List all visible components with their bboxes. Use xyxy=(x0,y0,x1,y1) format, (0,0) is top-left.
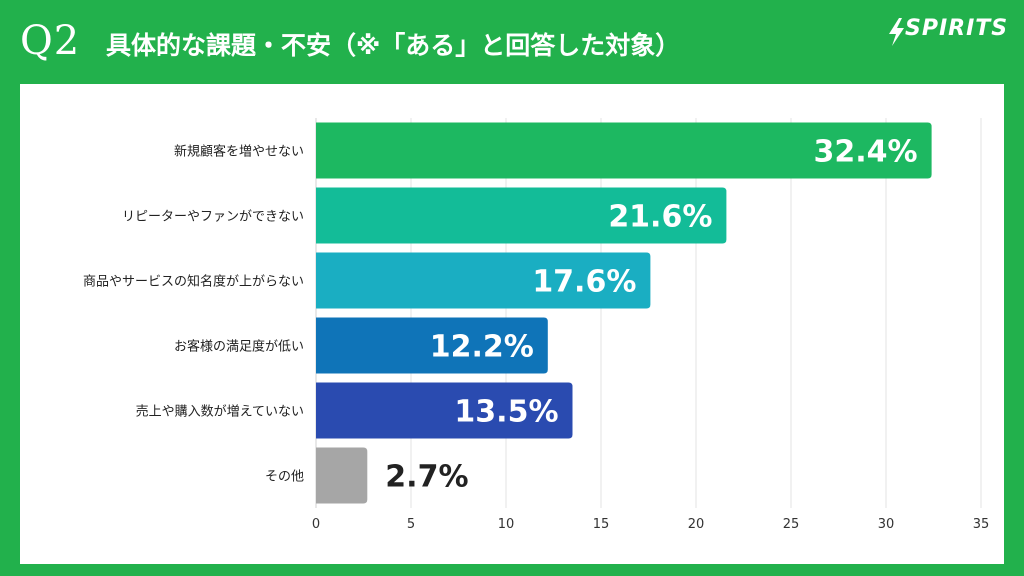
bar xyxy=(316,447,368,504)
x-tick-label: 30 xyxy=(878,517,895,532)
x-tick-label: 35 xyxy=(973,517,990,532)
bar xyxy=(316,252,651,309)
header-bar: Q2 具体的な課題・不安（※「ある」と回答した対象） SPIRITS xyxy=(0,0,1024,84)
bar xyxy=(316,187,727,244)
x-tick-label: 5 xyxy=(407,517,415,532)
page-title: 具体的な課題・不安（※「ある」と回答した対象） xyxy=(106,31,681,60)
question-number: Q2 xyxy=(20,18,81,64)
data-label: 21.6% xyxy=(608,200,712,235)
data-label: 2.7% xyxy=(385,460,468,495)
data-label: 12.2% xyxy=(430,330,534,365)
category-label: 新規顧客を増やせない xyxy=(174,144,304,160)
x-tick-label: 25 xyxy=(783,517,800,532)
spirits-logo xyxy=(889,18,904,46)
lightning-icon xyxy=(889,18,904,46)
logo-text: SPIRITS xyxy=(905,16,1009,41)
category-label: 商品やサービスの知名度が上がらない xyxy=(83,274,304,290)
bar xyxy=(316,317,548,374)
category-label: リピーターやファンができない xyxy=(122,210,304,225)
bar xyxy=(316,382,573,439)
data-label: 32.4% xyxy=(814,135,918,170)
bar xyxy=(316,122,932,179)
category-label: お客様の満足度が低い xyxy=(174,339,304,355)
x-tick-label: 0 xyxy=(312,517,320,532)
x-tick-label: 15 xyxy=(593,517,610,532)
data-label: 13.5% xyxy=(454,395,558,430)
category-label: 売上や購入数が増えていない xyxy=(136,404,304,420)
data-label: 17.6% xyxy=(532,265,636,300)
x-tick-label: 10 xyxy=(498,517,515,532)
x-tick-label: 20 xyxy=(688,517,705,532)
category-label: その他 xyxy=(265,470,304,485)
